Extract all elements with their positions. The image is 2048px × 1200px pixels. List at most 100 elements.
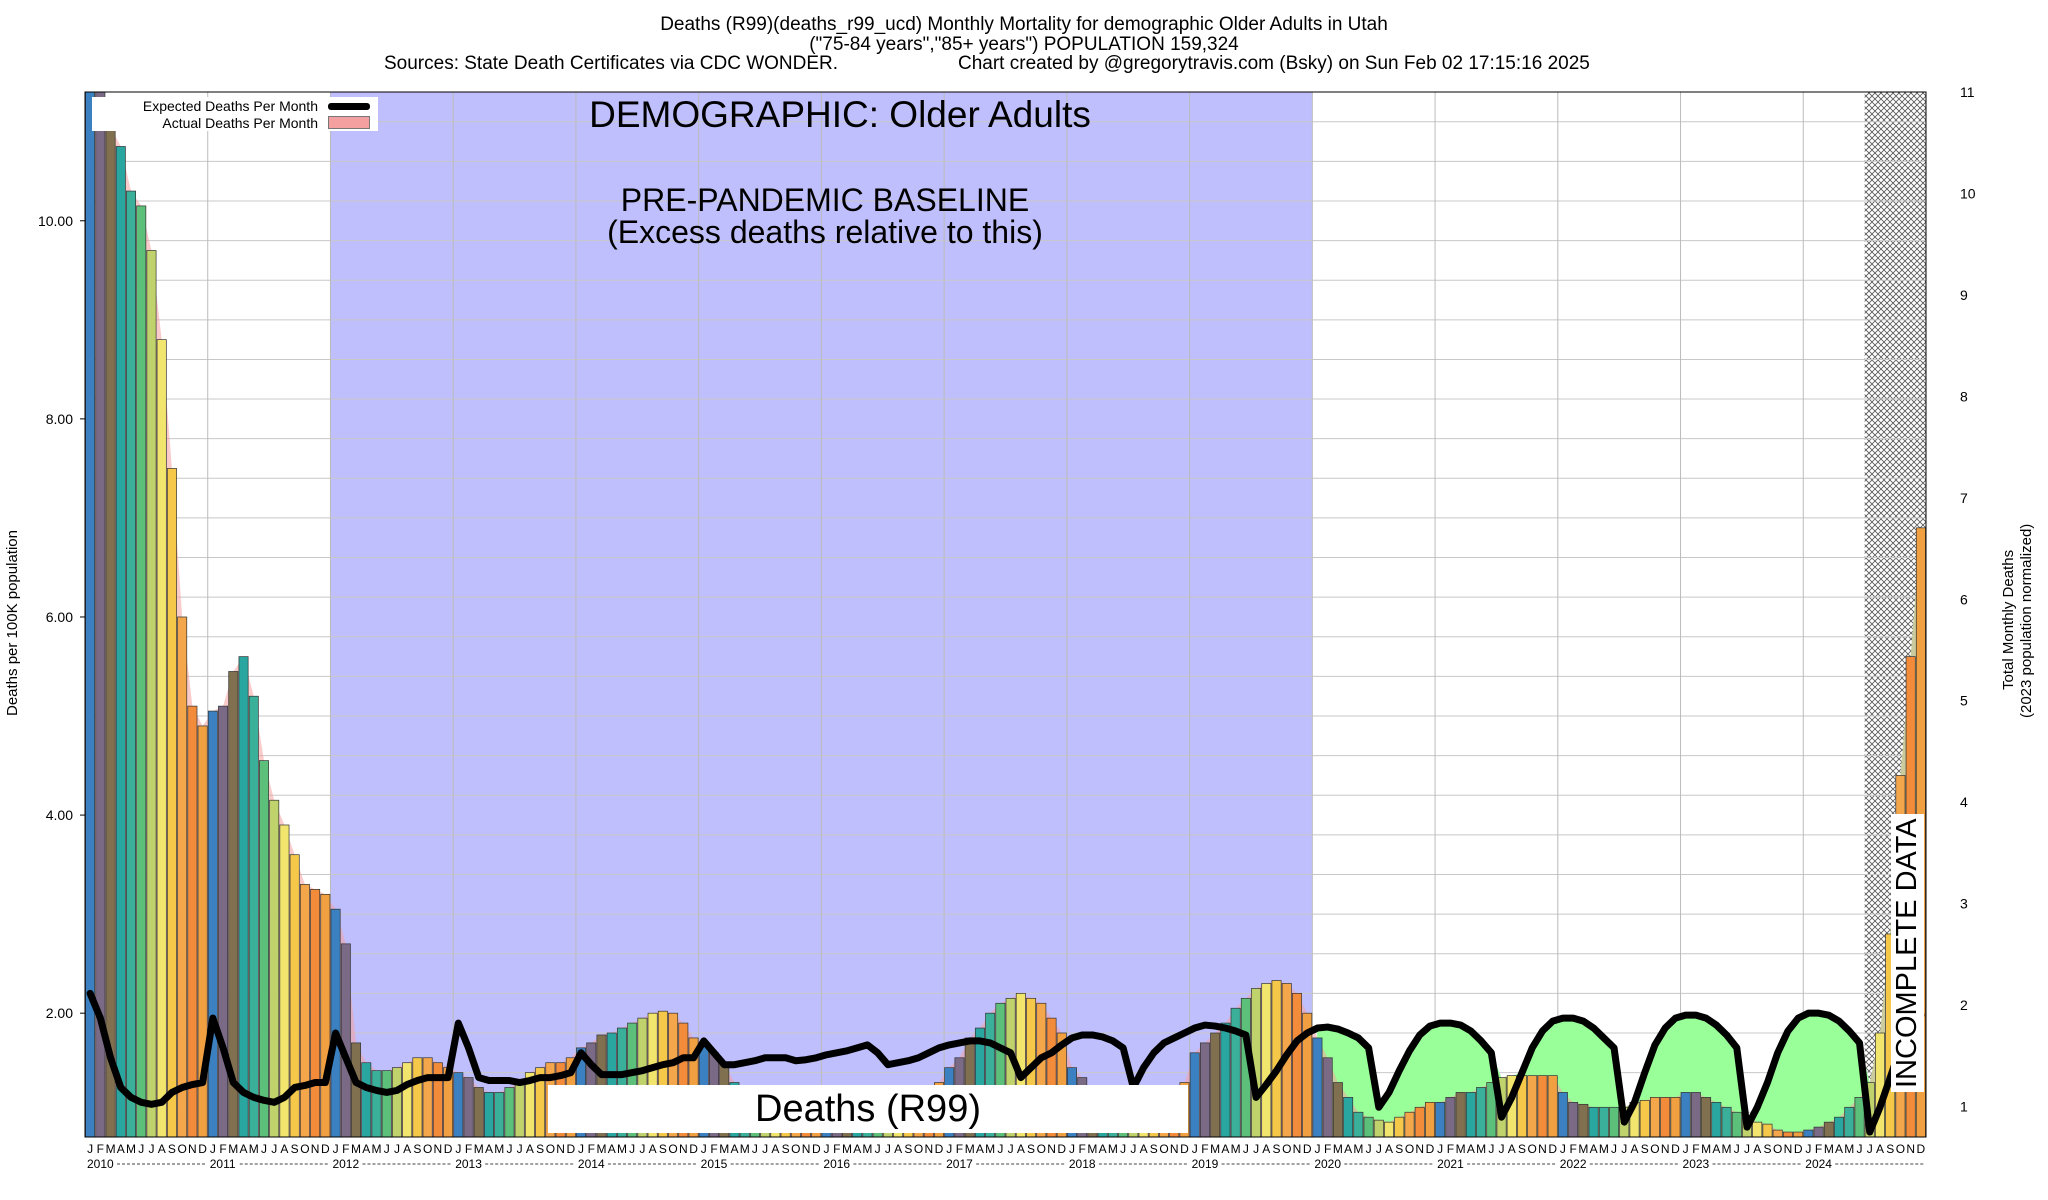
actual-bar (136, 205, 147, 1138)
month-label: N (1784, 1142, 1793, 1156)
month-label: J (1253, 1142, 1259, 1156)
month-label: S (1641, 1142, 1649, 1156)
month-label: O (177, 1142, 186, 1156)
month-label: M (1456, 1142, 1466, 1156)
actual-bar (453, 1072, 464, 1138)
month-label: S (659, 1142, 667, 1156)
month-label: F (219, 1142, 226, 1156)
month-label: J (333, 1142, 339, 1156)
actual-bar (310, 889, 321, 1138)
month-label: O (1159, 1142, 1168, 1156)
actual-bar (391, 1067, 402, 1138)
actual-bar (432, 1062, 443, 1138)
month-label: M (1231, 1142, 1241, 1156)
month-label: A (771, 1142, 779, 1156)
actual-bar (1813, 1126, 1824, 1138)
actual-bar (402, 1062, 413, 1138)
y-axis-right-label: Total Monthly Deaths (2000, 549, 2017, 690)
actual-bar (1312, 1037, 1323, 1138)
month-label: J (1611, 1142, 1617, 1156)
actual-bar (95, 91, 106, 1138)
month-label: J (138, 1142, 144, 1156)
month-label: M (1599, 1142, 1609, 1156)
actual-bar (85, 91, 96, 1138)
month-label: O (1528, 1142, 1537, 1156)
month-label: J (629, 1142, 635, 1156)
month-label: J (1314, 1142, 1320, 1156)
month-label: J (271, 1142, 277, 1156)
month-label: O (546, 1142, 555, 1156)
month-label: F (956, 1142, 963, 1156)
month-label: D (1303, 1142, 1312, 1156)
month-label: A (1221, 1142, 1229, 1156)
month-label: M (1333, 1142, 1343, 1156)
actual-bar (504, 1087, 515, 1138)
actual-bar (1557, 1092, 1568, 1138)
month-label: A (1467, 1142, 1475, 1156)
month-label: F (1324, 1142, 1331, 1156)
actual-bar (1322, 1057, 1333, 1138)
month-label: J (639, 1142, 645, 1156)
month-label: N (1170, 1142, 1179, 1156)
actual-bar (340, 943, 351, 1138)
month-label: M (1210, 1142, 1220, 1156)
month-label: A (649, 1142, 657, 1156)
actual-bar (422, 1057, 433, 1138)
month-label: N (188, 1142, 197, 1156)
month-label: M (597, 1142, 607, 1156)
month-label: A (485, 1142, 493, 1156)
actual-area (85, 92, 1926, 1137)
month-label: D (198, 1142, 207, 1156)
month-label: D (812, 1142, 821, 1156)
month-label: S (1886, 1142, 1894, 1156)
plot-label: Deaths (R99) (548, 1085, 1188, 1133)
actual-bar (1455, 1092, 1466, 1138)
actual-bar (1424, 1101, 1435, 1138)
month-label: S (782, 1142, 790, 1156)
actual-bar (1332, 1082, 1343, 1138)
year-label: 2019 (1192, 1157, 1219, 1171)
month-label: N (1661, 1142, 1670, 1156)
month-label: M (1476, 1142, 1486, 1156)
month-label: O (668, 1142, 677, 1156)
month-label: A (1385, 1142, 1393, 1156)
actual-bar (1803, 1129, 1814, 1138)
month-label: J (1621, 1142, 1627, 1156)
month-label: M (965, 1142, 975, 1156)
year-label: 2022 (1560, 1157, 1587, 1171)
actual-bar (1588, 1106, 1599, 1138)
month-label: A (608, 1142, 616, 1156)
month-label: J (148, 1142, 154, 1156)
month-label: M (1824, 1142, 1834, 1156)
month-label: J (1130, 1142, 1136, 1156)
actual-bar (381, 1070, 392, 1138)
baseline-sublabel: (Excess deaths relative to this) (607, 214, 1043, 250)
actual-bar (1373, 1119, 1384, 1138)
actual-bar (1854, 1097, 1865, 1138)
month-label: M (126, 1142, 136, 1156)
actual-bar (463, 1077, 474, 1138)
month-label: A (526, 1142, 534, 1156)
month-label: S (1395, 1142, 1403, 1156)
month-label: M (617, 1142, 627, 1156)
month-label: J (1805, 1142, 1811, 1156)
y-right-tick-label: 3 (1960, 896, 1968, 912)
actual-bar (1690, 1092, 1701, 1138)
month-label: S (904, 1142, 912, 1156)
month-label: J (578, 1142, 584, 1156)
actual-bar (1793, 1131, 1804, 1138)
month-label: D (935, 1142, 944, 1156)
y-right-tick-label: 5 (1960, 693, 1968, 709)
actual-bar (1445, 1097, 1456, 1138)
actual-bar (218, 705, 229, 1138)
month-label: F (833, 1142, 840, 1156)
month-label: J (87, 1142, 93, 1156)
actual-bar (156, 339, 167, 1138)
month-label: M (740, 1142, 750, 1156)
year-label: 2018 (1069, 1157, 1096, 1171)
month-label: S (1518, 1142, 1526, 1156)
month-label: J (1069, 1142, 1075, 1156)
month-label: A (1099, 1142, 1107, 1156)
actual-bar (1414, 1106, 1425, 1138)
month-label: M (228, 1142, 238, 1156)
